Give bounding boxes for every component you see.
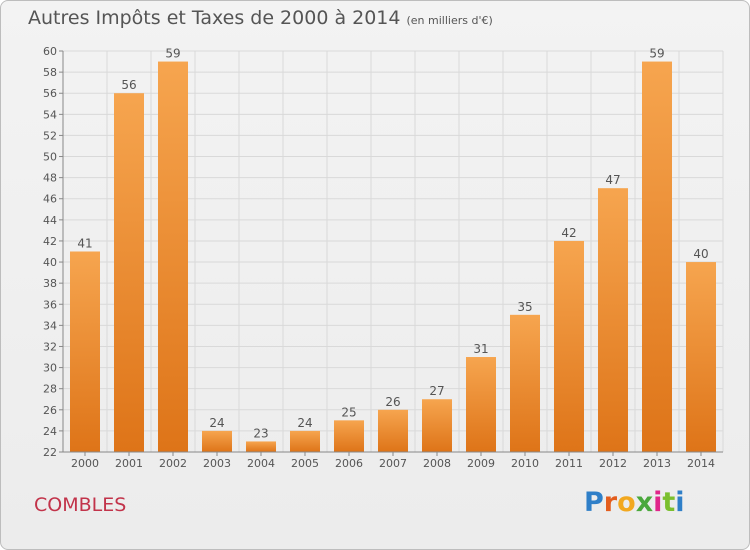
y-tick-label: 34 <box>43 319 57 332</box>
value-label: 23 <box>253 426 268 440</box>
bar <box>642 61 672 452</box>
y-tick-label: 32 <box>43 340 57 353</box>
axes: 22 24 26 28 30 32 34 36 38 40 42 44 46 48 50 52 54 56 58 60… <box>43 45 723 470</box>
bar <box>290 430 320 452</box>
bar <box>70 251 100 452</box>
x-tick-label: 2001 <box>115 457 143 470</box>
logo-letter: o <box>617 487 636 518</box>
y-tick-label: 38 <box>43 277 57 290</box>
x-tick-label: 2003 <box>203 457 231 470</box>
y-tick-label: 36 <box>43 298 57 311</box>
x-tick-label: 2004 <box>247 457 275 470</box>
proxiti-logo[interactable]: Proxiti <box>584 487 685 518</box>
value-label: 42 <box>561 226 576 240</box>
y-tick-label: 22 <box>43 446 57 459</box>
bar <box>378 409 408 452</box>
value-label: 31 <box>473 342 488 356</box>
x-tick-label: 2010 <box>511 457 539 470</box>
bar <box>114 93 144 453</box>
y-tick-label: 26 <box>43 404 57 417</box>
y-tick-label: 54 <box>43 108 57 121</box>
value-label: 59 <box>165 47 180 61</box>
logo-letter: P <box>584 487 604 518</box>
value-label: 24 <box>297 416 312 430</box>
y-tick-label: 40 <box>43 256 57 269</box>
bar <box>202 430 232 452</box>
y-tick-label: 46 <box>43 193 57 206</box>
value-label: 27 <box>429 384 444 398</box>
y-tick-label: 52 <box>43 129 57 142</box>
bar <box>510 314 540 452</box>
logo-letter: t <box>662 487 676 518</box>
y-tick-label: 28 <box>43 383 57 396</box>
commune-name: COMBLES <box>34 494 127 516</box>
value-label: 26 <box>385 395 400 409</box>
bar <box>686 262 716 452</box>
x-tick-label: 2011 <box>555 457 583 470</box>
x-tick-label: 2009 <box>467 457 495 470</box>
bar <box>246 441 276 452</box>
y-tick-label: 56 <box>43 87 57 100</box>
bar <box>466 357 496 452</box>
x-tick-label: 2012 <box>599 457 627 470</box>
x-tick-label: 2005 <box>291 457 319 470</box>
x-tick-label: 2006 <box>335 457 363 470</box>
data-labels: 41 56 59 24 23 24 25 26 27 31 35 42 47 59 40 <box>77 47 708 441</box>
y-tick-label: 58 <box>43 66 57 79</box>
value-label: 59 <box>649 47 664 61</box>
y-tick-label: 48 <box>43 172 57 185</box>
x-tick-label: 2013 <box>643 457 671 470</box>
bar-chart: 22 24 26 28 30 32 34 36 38 40 42 44 46 48 50 52 54 56 58 60… <box>43 45 724 470</box>
title-text: Autres Impôts et Taxes de 2000 à 2014 <box>28 7 401 29</box>
bar <box>422 399 452 452</box>
x-tick-label: 2007 <box>379 457 407 470</box>
bar <box>158 61 188 452</box>
bar <box>598 188 628 452</box>
bars <box>70 61 716 453</box>
x-tick-label: 2014 <box>687 457 715 470</box>
y-tick-label: 30 <box>43 362 57 375</box>
y-tick-label: 50 <box>43 151 57 164</box>
bar <box>554 240 584 452</box>
y-tick-label: 44 <box>43 214 57 227</box>
chart-subtitle: (en milliers d'€) <box>406 14 493 27</box>
value-label: 24 <box>209 416 224 430</box>
logo-letter: x <box>635 487 654 518</box>
x-tick-label: 2000 <box>71 457 99 470</box>
value-label: 56 <box>121 78 136 92</box>
bar <box>334 420 364 452</box>
value-label: 40 <box>693 247 708 261</box>
value-label: 41 <box>77 237 92 251</box>
y-tick-label: 42 <box>43 235 57 248</box>
logo-letter: i <box>653 487 663 518</box>
x-tick-label: 2008 <box>423 457 451 470</box>
logo-letter: i <box>675 487 685 518</box>
logo-letter: r <box>603 487 618 518</box>
chart-title: Autres Impôts et Taxes de 2000 à 2014 (en… <box>28 7 493 29</box>
x-tick-label: 2002 <box>159 457 187 470</box>
value-label: 47 <box>605 173 620 187</box>
value-label: 35 <box>517 300 532 314</box>
y-tick-label: 24 <box>43 425 57 438</box>
value-label: 25 <box>341 405 356 419</box>
y-tick-label: 60 <box>43 45 57 58</box>
